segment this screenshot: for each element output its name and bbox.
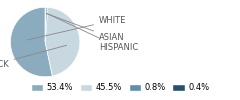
Text: BLACK: BLACK [0, 45, 67, 69]
Wedge shape [45, 7, 46, 42]
Wedge shape [45, 7, 48, 42]
Text: HISPANIC: HISPANIC [47, 14, 138, 52]
Wedge shape [10, 7, 52, 77]
Wedge shape [45, 7, 80, 76]
Text: WHITE: WHITE [27, 16, 126, 40]
Legend: 53.4%, 45.5%, 0.8%, 0.4%: 53.4%, 45.5%, 0.8%, 0.4% [27, 80, 213, 96]
Text: ASIAN: ASIAN [46, 14, 125, 42]
